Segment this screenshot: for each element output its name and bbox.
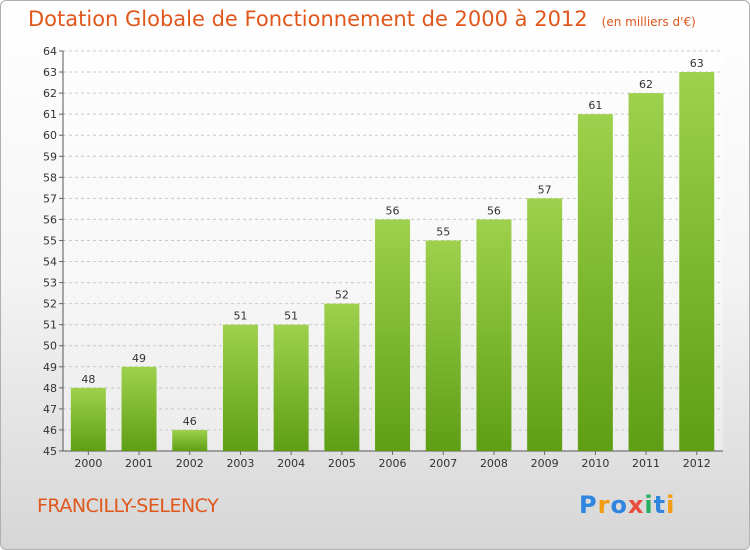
data-label: 49: [132, 352, 146, 365]
data-label: 51: [284, 310, 298, 323]
logo-letter: r: [597, 491, 611, 519]
y-tick-label: 50: [43, 340, 57, 353]
y-tick-label: 56: [43, 213, 57, 226]
data-label: 55: [436, 225, 450, 238]
title-text: Dotation Globale de Fonctionnement de 20…: [28, 7, 588, 31]
x-tick-label: 2012: [683, 457, 711, 470]
y-tick-label: 48: [43, 382, 57, 395]
bar: [628, 93, 664, 452]
logo-letter: x: [627, 491, 645, 519]
data-label: 63: [690, 57, 704, 70]
y-tick-label: 46: [43, 424, 57, 437]
bar: [324, 303, 360, 451]
bar: [527, 198, 563, 451]
bar: [375, 219, 411, 451]
x-tick-label: 2011: [632, 457, 660, 470]
y-tick-label: 59: [43, 150, 57, 163]
y-tick-label: 57: [43, 192, 57, 205]
x-tick-label: 2003: [226, 457, 254, 470]
bar: [222, 324, 258, 451]
chart-title: Dotation Globale de Fonctionnement de 20…: [28, 7, 696, 31]
y-tick-label: 53: [43, 277, 57, 290]
y-tick-label: 51: [43, 319, 57, 332]
y-tick-label: 63: [43, 66, 57, 79]
y-tick-label: 55: [43, 234, 57, 247]
y-tick-label: 62: [43, 87, 57, 100]
logo-letter: i: [644, 491, 654, 519]
x-tick-label: 2004: [277, 457, 305, 470]
chart-subtitle: (en milliers d'€): [601, 15, 696, 29]
x-tick-label: 2006: [379, 457, 407, 470]
bar: [121, 366, 157, 451]
bar: [679, 72, 715, 451]
proxiti-logo: Proxiti: [579, 491, 675, 519]
data-label: 61: [588, 99, 602, 112]
y-tick-label: 47: [43, 403, 57, 416]
logo-letter: P: [579, 491, 598, 519]
logo-letter: o: [610, 491, 628, 519]
logo-letter: t: [653, 491, 667, 519]
y-tick-label: 60: [43, 129, 57, 142]
data-label: 52: [335, 289, 349, 302]
y-tick-label: 52: [43, 298, 57, 311]
bar: [70, 387, 106, 451]
y-tick-label: 54: [43, 256, 57, 269]
x-tick-label: 2010: [581, 457, 609, 470]
bar: [172, 429, 208, 451]
y-tick-label: 61: [43, 108, 57, 121]
data-label: 48: [81, 373, 95, 386]
data-label: 62: [639, 78, 653, 91]
bar: [273, 324, 309, 451]
x-tick-label: 2000: [74, 457, 102, 470]
x-tick-label: 2007: [429, 457, 457, 470]
y-tick-label: 45: [43, 445, 57, 458]
x-tick-label: 2008: [480, 457, 508, 470]
y-tick-label: 58: [43, 171, 57, 184]
data-label: 56: [386, 204, 400, 217]
y-tick-label: 64: [43, 45, 57, 58]
data-label: 46: [183, 415, 197, 428]
x-tick-label: 2002: [176, 457, 204, 470]
bar: [577, 114, 613, 451]
x-tick-label: 2001: [125, 457, 153, 470]
x-tick-label: 2009: [531, 457, 559, 470]
bar: [476, 219, 512, 451]
data-label: 56: [487, 204, 501, 217]
data-label: 51: [233, 310, 247, 323]
logo-letter: i: [666, 491, 676, 519]
commune-name: FRANCILLY-SELENCY: [37, 495, 219, 517]
x-tick-label: 2005: [328, 457, 356, 470]
bar: [425, 240, 461, 451]
y-tick-label: 49: [43, 361, 57, 374]
data-label: 57: [538, 183, 552, 196]
